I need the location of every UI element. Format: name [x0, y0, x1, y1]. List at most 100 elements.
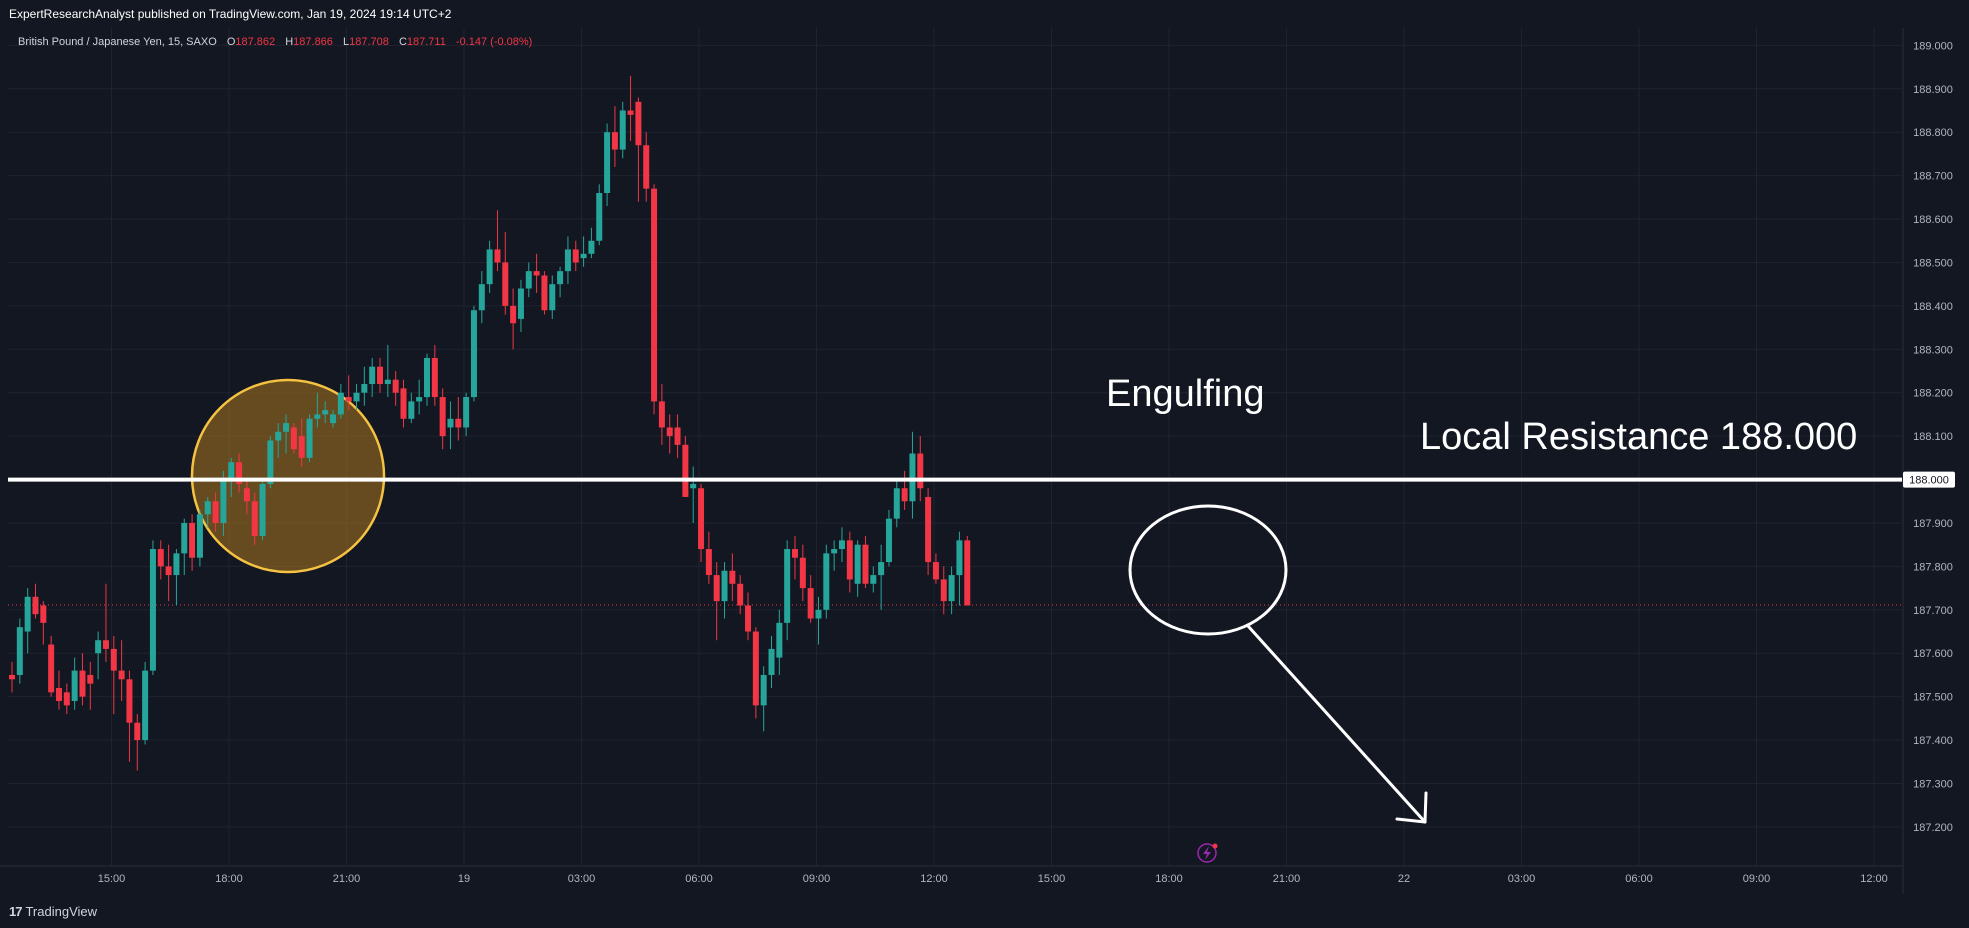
candle-body	[439, 397, 446, 437]
x-tick-label: 06:00	[685, 873, 713, 885]
candle	[400, 379, 407, 428]
candle-body	[314, 414, 321, 419]
legend-close: 187.711	[407, 36, 446, 48]
candle	[494, 210, 501, 272]
candle-body	[392, 379, 399, 393]
candle-body	[776, 622, 783, 658]
x-tick-label: 12:00	[1860, 873, 1888, 885]
candle-body	[698, 488, 705, 550]
candle-body	[666, 427, 673, 437]
candle-body	[854, 544, 861, 584]
candle	[204, 496, 211, 528]
candle	[627, 75, 634, 141]
candle-body	[431, 357, 438, 398]
candle-body	[964, 540, 971, 606]
candle	[290, 423, 297, 454]
candle	[838, 527, 845, 563]
candle	[737, 575, 744, 615]
candle	[932, 553, 939, 584]
candle	[63, 683, 70, 715]
candle	[682, 436, 689, 497]
candle-body	[369, 366, 376, 385]
candle	[651, 184, 658, 415]
candle	[768, 635, 775, 688]
y-tick-label: 188.100	[1913, 431, 1953, 443]
candle-body	[9, 674, 15, 680]
candle	[564, 236, 571, 285]
candle-body	[658, 401, 665, 428]
candle-body	[760, 674, 767, 706]
lightning-icon[interactable]	[1197, 843, 1218, 863]
candle-body	[745, 605, 752, 632]
candle	[142, 661, 149, 745]
candle	[525, 262, 532, 298]
candle	[330, 410, 337, 428]
candle	[604, 123, 611, 207]
candle-body	[157, 549, 164, 567]
x-tick-label: 12:00	[920, 873, 948, 885]
candle	[228, 457, 235, 497]
candle-body	[768, 648, 775, 675]
candle-body	[298, 436, 305, 458]
exit-circle	[1128, 504, 1288, 636]
candle	[251, 492, 258, 545]
resistance-price-tag: 188.000	[1903, 471, 1955, 488]
candle	[149, 540, 156, 675]
y-tick-label: 187.300	[1913, 779, 1953, 791]
candle-body	[228, 462, 235, 480]
candle-body	[87, 674, 94, 684]
candle-body	[470, 310, 477, 398]
candle	[831, 540, 838, 571]
down-arrow	[1246, 624, 1428, 824]
candle	[463, 392, 470, 437]
candle-body	[251, 501, 258, 537]
candle-body	[862, 544, 869, 584]
candle-body	[956, 540, 963, 576]
candle-body	[737, 583, 744, 606]
grid-lines	[8, 28, 1902, 866]
candle-body	[925, 496, 932, 563]
y-tick-label: 189.000	[1913, 40, 1953, 52]
candle	[690, 466, 697, 523]
candle	[705, 531, 712, 584]
candles	[9, 75, 971, 771]
candle-body	[940, 579, 947, 602]
candle-body	[173, 553, 180, 576]
y-tick-label: 187.600	[1913, 648, 1953, 660]
x-tick-label: 03:00	[1508, 873, 1536, 885]
candle	[478, 271, 485, 324]
candle	[377, 357, 384, 393]
legend-l-label: L	[343, 36, 349, 48]
y-tick-label: 188.400	[1913, 301, 1953, 313]
candle-body	[63, 692, 70, 706]
candle	[275, 423, 282, 458]
candle	[416, 379, 423, 415]
candle-body	[713, 575, 720, 602]
candle	[807, 575, 814, 623]
candle-body	[651, 188, 658, 402]
candle-body	[533, 271, 540, 276]
candle	[909, 431, 916, 519]
candle-body	[525, 271, 532, 289]
candle-body	[243, 488, 250, 502]
candle	[314, 392, 321, 428]
time-axis[interactable]: 15:00 18:00 21:00 19 03:00 06:00 09:00 12:00 15:…	[98, 873, 1888, 885]
candle	[259, 479, 266, 541]
tradingview-logo[interactable]: 17 TradingView	[9, 904, 97, 919]
x-tick-label: 03:00	[568, 873, 596, 885]
legend-symbol: British Pound / Japanese Yen, 15, SAXO	[18, 36, 217, 48]
candle	[885, 509, 892, 567]
candle-body	[885, 518, 892, 563]
candle	[16, 618, 23, 684]
x-tick-label: 06:00	[1625, 873, 1653, 885]
candle-body	[784, 549, 791, 623]
candle	[643, 132, 650, 202]
candle	[557, 266, 564, 298]
candle-body	[580, 253, 587, 259]
candlestick-chart[interactable]: Engulfing Local Resistance 188.000 189.0…	[0, 0, 1969, 894]
candle	[549, 275, 556, 319]
candle-body	[705, 549, 712, 576]
candle	[517, 279, 524, 332]
candle-body	[384, 379, 391, 385]
price-axis[interactable]: 189.000 188.900 188.800 188.700 188.600 188.5…	[1913, 40, 1953, 834]
